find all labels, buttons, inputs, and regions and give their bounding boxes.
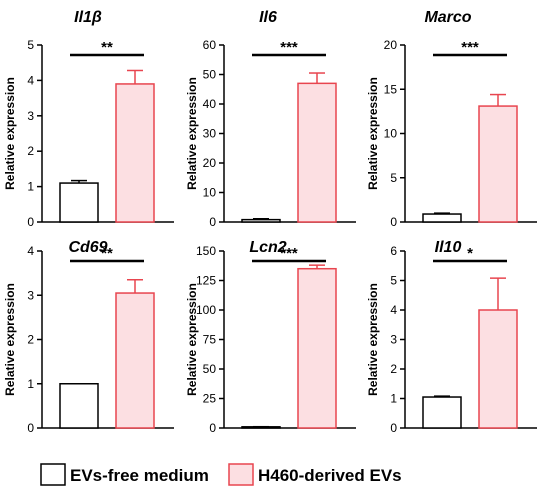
y-tick-label: 5 [390,171,397,185]
y-axis-label: Relative expression [366,283,380,396]
panel-title: Cd69 [68,239,107,256]
y-axis-label: Relative expression [185,77,199,190]
bar-evs-free-medium [241,426,281,429]
y-tick-label: 2 [27,144,34,158]
y-tick-label: 3 [390,333,397,347]
panel-lcn2: Lcn2 Relative expression 0 25 50 75 100 125 150 *… [185,239,356,435]
bar-h460-derived-evs [115,292,155,429]
bar-evs-free-medium [422,396,462,429]
y-tick-label: 2 [390,362,397,376]
significance-marker: *** [461,39,479,56]
bar-evs-free-medium [422,213,462,223]
y-axis-label: Relative expression [3,77,17,190]
y-tick-label: 20 [384,38,398,52]
y-tick-label: 150 [196,244,216,258]
y-tick-label: 50 [203,68,217,82]
significance-marker: * [467,245,473,262]
y-tick-label: 2 [27,333,34,347]
y-tick-label: 0 [390,215,397,229]
y-tick-label: 0 [27,421,34,435]
y-tick-label: 20 [203,156,217,170]
y-tick-label: 5 [390,274,397,288]
y-tick-label: 15 [384,82,398,96]
y-tick-label: 75 [203,333,217,347]
y-tick-label: 3 [27,288,34,302]
y-tick-label: 10 [384,127,398,141]
y-tick-label: 0 [209,421,216,435]
significance-marker: *** [280,245,298,262]
y-axis-label: Relative expression [3,283,17,396]
y-tick-label: 100 [196,303,216,317]
y-tick-label: 50 [203,362,217,376]
y-tick-label: 5 [27,38,34,52]
bar-evs-free-medium [241,218,281,223]
bar-h460-derived-evs [478,105,518,223]
y-tick-label: 1 [27,180,34,194]
bar-h460-derived-evs [297,267,337,429]
y-tick-label: 1 [390,392,397,406]
legend-swatch-h460-derived-evs [228,463,254,486]
panel-title: Il1β [74,9,102,26]
y-tick-label: 4 [27,73,34,87]
y-axis-label: Relative expression [185,283,199,396]
legend-label-h460-derived-evs: H460-derived EVs [258,466,402,485]
bar-evs-free-medium [59,383,99,429]
panel-il1: Il1β Relative expression 0 1 2 3 4 5 ** [3,9,174,229]
y-tick-label: 1 [27,377,34,391]
bar-evs-free-medium [59,182,99,223]
significance-marker: *** [280,39,298,56]
panel-title: Marco [424,9,471,26]
significance-marker: ** [101,39,113,56]
bar-h460-derived-evs [115,83,155,223]
y-tick-label: 6 [390,244,397,258]
y-axis-label: Relative expression [366,77,380,190]
y-tick-label: 4 [27,244,34,258]
panel-title: Lcn2 [249,239,286,256]
legend: EVs-free medium H460-derived EVs [40,463,402,486]
y-tick-label: 30 [203,127,217,141]
legend-label-evs-free-medium: EVs-free medium [70,466,209,485]
y-tick-label: 0 [27,215,34,229]
panel-title: Il6 [259,9,277,26]
y-tick-label: 60 [203,38,217,52]
y-tick-label: 10 [203,186,217,200]
y-tick-label: 40 [203,97,217,111]
panel-marco: Marco Relative expression 0 5 10 15 20 *** [366,9,537,229]
bar-h460-derived-evs [478,309,518,429]
y-tick-label: 4 [390,303,397,317]
panel-il6: Il6 Relative expression 0 10 20 30 40 50 60 *** [185,9,356,229]
panel-title: Il10 [435,239,462,256]
y-tick-label: 3 [27,109,34,123]
y-tick-label: 0 [209,215,216,229]
panel-il10: Il10 Relative expression 0 1 2 3 4 5 6 * [366,239,537,435]
significance-marker: ** [101,245,113,262]
bar-h460-derived-evs [297,82,337,223]
y-tick-label: 25 [203,392,217,406]
y-tick-label: 125 [196,274,216,288]
y-tick-label: 0 [390,421,397,435]
panel-cd69: Cd69 Relative expression 0 1 2 3 4 ** [3,239,174,435]
legend-swatch-evs-free-medium [40,463,66,486]
